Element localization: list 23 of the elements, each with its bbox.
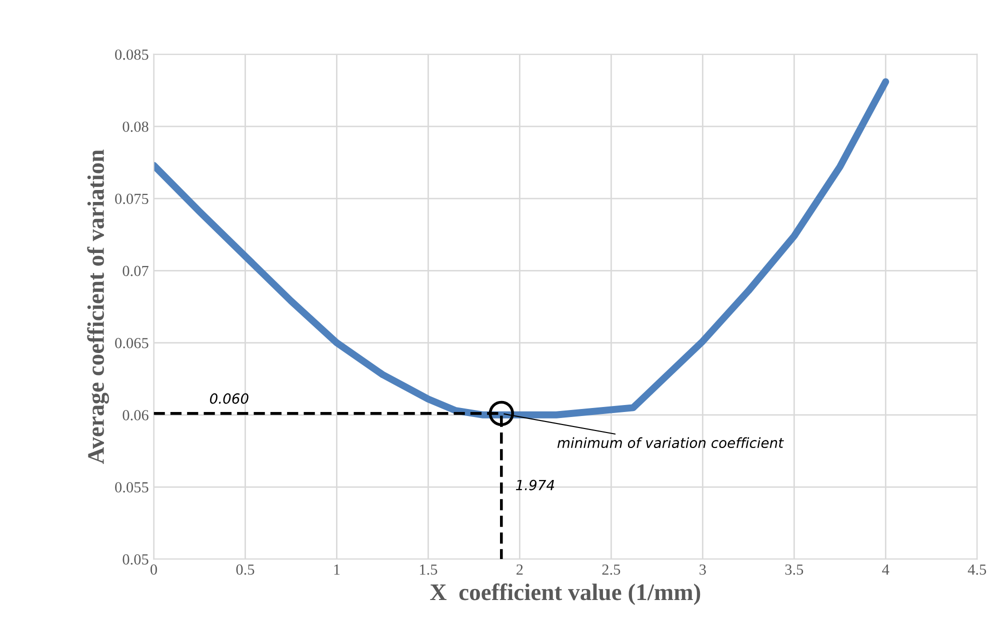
y-tick-label: 0.065 <box>115 338 148 348</box>
y-tick-label: 0.06 <box>122 410 148 420</box>
x-tick-label: 0.5 <box>236 564 254 575</box>
x-tick-label: 1.5 <box>420 564 438 575</box>
y-tick-label: 0.085 <box>115 49 148 60</box>
x-tick-label: 3.5 <box>785 564 804 575</box>
y-tick-label: 0.08 <box>122 122 148 132</box>
y-tick-label: 0.05 <box>122 554 148 565</box>
annotation: 1.974 <box>516 480 554 490</box>
x-tick-label: 4.5 <box>968 564 986 575</box>
y-axis-title: Average coefficient of variation <box>87 150 109 464</box>
x-tick-label: 3 <box>700 564 706 575</box>
annotation: minimum of variation coefficient <box>557 437 784 448</box>
annotation: 0.060 <box>210 393 248 404</box>
x-tick-label: 2 <box>516 564 523 575</box>
y-tick-label: 0.07 <box>122 266 148 276</box>
x-tick-label: 2.5 <box>602 564 620 575</box>
x-tick-label: 0 <box>150 564 157 575</box>
x-tick-label: 4 <box>882 564 890 575</box>
x-axis-title: X coefficient value (1/mm) <box>430 583 700 606</box>
x-tick-label: 1 <box>334 564 340 575</box>
y-tick-label: 0.055 <box>115 482 148 493</box>
y-tick-label: 0.075 <box>115 194 148 204</box>
